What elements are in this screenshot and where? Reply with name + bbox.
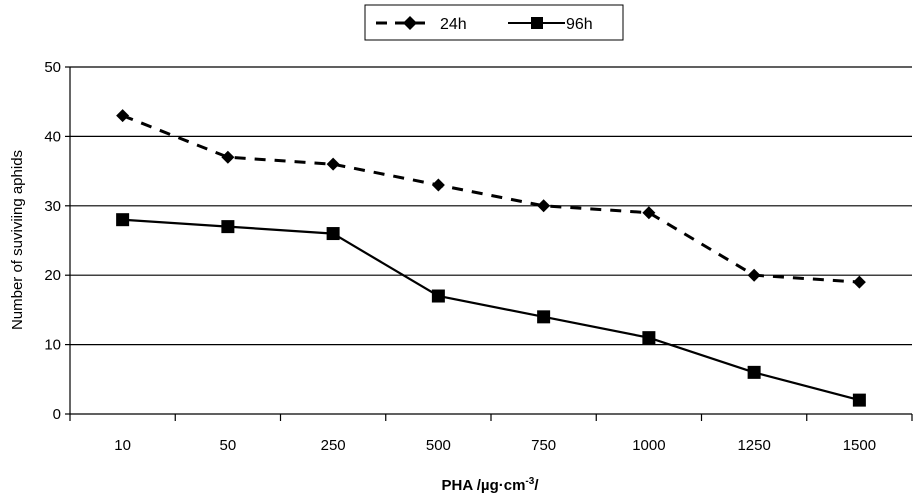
x-tick-label: 750 [531,437,556,454]
axes: 0 10 20 30 40 50 10 50 250 500 750 1000 1250 1500 [44,59,913,454]
gridlines [70,66,912,346]
y-tick-label: 10 [44,337,61,354]
y-tick-label: 50 [44,59,61,76]
data-point-24h [537,199,551,213]
x-axis-label-suffix: / [534,477,539,494]
data-point-24h [852,275,866,289]
data-point-24h [747,268,761,282]
diamond-marker-icon [403,16,417,30]
data-point-96h [852,393,866,407]
x-tick-label: 1000 [632,437,665,454]
x-tick-label: 250 [321,437,346,454]
x-tick-label: 500 [426,437,451,454]
data-point-96h [221,220,235,234]
square-marker-icon [531,17,543,29]
data-point-24h [116,109,130,123]
x-axis-label-superscript: -3 [525,476,534,487]
legend-label-24h: 24h [440,16,467,33]
x-axis-label: PHA /µg·cm-3/ [441,476,539,494]
data-point-96h [431,289,445,303]
data-point-96h [116,213,130,227]
series-line-24h [122,114,860,284]
x-tick-label: 1250 [737,437,770,454]
legend: 24h 96h [364,4,624,41]
y-axis-label: Number of suviviing aphids [9,150,26,330]
data-point-96h [326,227,340,241]
x-axis-label-main: PHA /µg·cm [441,477,525,494]
data-point-24h [326,157,340,171]
legend-label-96h: 96h [566,16,593,33]
data-point-96h [642,331,656,345]
y-tick-label: 30 [44,198,61,215]
series-line-96h [122,218,860,402]
x-tick-label: 50 [220,437,237,454]
data-point-96h [537,310,551,324]
x-tick-label: 10 [114,437,131,454]
x-tick-label: 1500 [843,437,876,454]
data-point-96h [747,365,761,379]
y-tick-label: 40 [44,128,61,145]
data-point-24h [431,178,445,192]
y-tick-label: 0 [53,406,61,423]
series [116,109,866,407]
data-point-24h [642,206,656,220]
data-point-24h [221,150,235,164]
y-tick-label: 20 [44,267,61,284]
